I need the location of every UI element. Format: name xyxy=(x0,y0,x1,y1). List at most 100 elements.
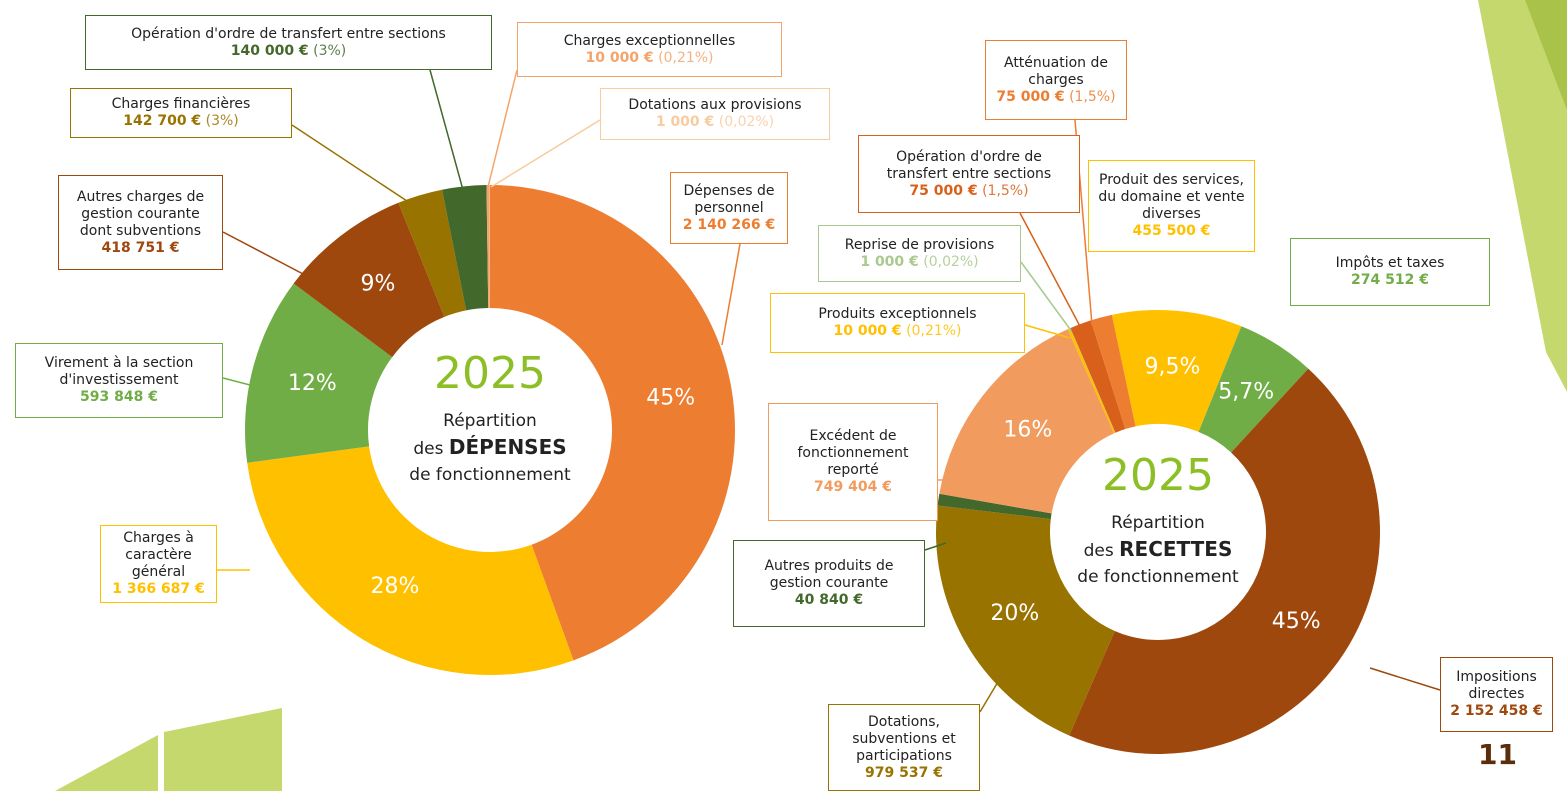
slice xyxy=(1070,320,1126,433)
amount: 140 000 € xyxy=(230,42,309,59)
leader-line xyxy=(222,231,306,276)
percent-label: (0,02%) xyxy=(718,114,775,130)
amount: 593 848 € xyxy=(80,389,158,405)
amount: 455 500 € xyxy=(1132,223,1211,239)
amount: 40 840 € xyxy=(794,592,864,608)
amount-line: 75 000 € (1,5%) xyxy=(996,89,1115,106)
amount: 1 366 687 € xyxy=(112,581,205,597)
amount: 75 000 € xyxy=(909,182,978,199)
amount-line: 749 404 € xyxy=(814,479,892,496)
leader-line xyxy=(429,69,464,191)
label-box: Autres produits de gestion courante 40 84… xyxy=(733,540,925,627)
page-number: 11 xyxy=(1478,738,1517,771)
label-box: Virement à la section d'investissement 59… xyxy=(15,343,223,418)
leader-line xyxy=(1019,212,1083,331)
category-name: Charges exceptionnelles xyxy=(563,32,736,49)
slice xyxy=(1069,368,1380,754)
slice xyxy=(245,283,393,463)
category-name: Excédent de fonctionnement reporté xyxy=(797,428,909,478)
label-box: Produits exceptionnels 10 000 € (0,21%) xyxy=(770,293,1025,353)
amount-line: 2 140 266 € xyxy=(683,217,776,234)
label-box: Reprise de provisions 1 000 € (0,02%) xyxy=(818,225,1021,282)
center-suffix: de fonctionnement xyxy=(409,465,571,485)
category-name: Charges financières xyxy=(111,96,251,112)
category-name: Opération d'ordre de transfert entre sec… xyxy=(886,148,1052,182)
amount-line: 1 000 € (0,02%) xyxy=(860,254,978,271)
label-box: Charges à caractère général 1 366 687 € xyxy=(100,525,217,603)
amount-line: 10 000 € (0,21%) xyxy=(833,323,961,340)
amount-line: 142 700 € (3%) xyxy=(123,113,239,130)
percent-label: (1,5%) xyxy=(1069,88,1116,105)
percent-label: 12% xyxy=(288,371,337,396)
slice xyxy=(936,505,1115,736)
label-box: Impositions directes 2 152 458 € xyxy=(1440,657,1553,732)
category-name: Dotations aux provisions xyxy=(628,97,802,113)
leader-line xyxy=(1024,324,1071,339)
amount-line: 40 840 € xyxy=(795,592,863,609)
percent-label: (0,21%) xyxy=(658,49,714,66)
label-box: Excédent de fonctionnement reporté 749 40… xyxy=(768,403,938,521)
slice xyxy=(293,202,445,358)
decor xyxy=(164,708,282,791)
decor xyxy=(1525,0,1567,110)
leader-line xyxy=(222,377,251,386)
percent-label: (0,21%) xyxy=(906,323,962,339)
category-name: Dépenses de personnel xyxy=(683,182,775,216)
slice xyxy=(937,493,1052,520)
slice xyxy=(1067,328,1116,434)
category-name: Reprise de provisions xyxy=(844,236,995,253)
leader-line xyxy=(721,243,741,346)
amount-line: 75 000 € (1,5%) xyxy=(909,183,1028,200)
category-name: Autres charges de gestion courante dont … xyxy=(76,188,205,239)
decor xyxy=(1478,0,1567,392)
slice xyxy=(442,185,489,311)
slice xyxy=(490,185,735,661)
category-name: Produit des services, du domaine et vent… xyxy=(1098,172,1245,222)
amount: 979 537 € xyxy=(865,764,943,781)
percent-label: 45% xyxy=(646,385,695,410)
amount: 2 140 266 € xyxy=(682,216,776,233)
amount-line: 1 366 687 € xyxy=(112,581,205,598)
amount-line: 418 751 € xyxy=(102,240,180,257)
amount: 418 751 € xyxy=(101,239,180,256)
category-name: Produits exceptionnels xyxy=(818,306,977,322)
category-name: Virement à la section d'investissement xyxy=(44,355,194,388)
label-box: Opération d'ordre de transfert entre sec… xyxy=(85,15,492,70)
label-box: Dépenses de personnel 2 140 266 € xyxy=(670,172,788,244)
label-box: Produit des services, du domaine et vent… xyxy=(1088,160,1255,252)
category-name: Dotations, subventions et participations xyxy=(852,713,956,764)
slice xyxy=(1198,326,1309,453)
center-year: 2025 xyxy=(434,348,546,399)
center-prefix: des xyxy=(413,439,443,459)
amount-line: 455 500 € xyxy=(1133,223,1211,240)
amount-line: 2 152 458 € xyxy=(1450,703,1543,720)
percent-label: 5,7% xyxy=(1218,380,1274,405)
slice xyxy=(247,446,574,675)
decor xyxy=(55,735,158,791)
amount-line: 1 000 € (0,02%) xyxy=(656,114,774,131)
leader-line xyxy=(979,644,1021,713)
leader-line xyxy=(1020,261,1076,337)
percent-label: (0,02%) xyxy=(923,253,979,270)
center-suffix: de fonctionnement xyxy=(1077,567,1239,587)
center-text: Répartition xyxy=(1111,513,1205,533)
percent-label: 28% xyxy=(371,574,420,599)
slice xyxy=(486,185,490,309)
amount: 1 000 € xyxy=(860,253,919,270)
center-line: des Recettes xyxy=(1084,537,1233,561)
label-box: Opération d'ordre de transfert entre sec… xyxy=(858,135,1080,213)
amount: 2 152 458 € xyxy=(1450,703,1543,719)
category-name: Atténuation de charges xyxy=(1003,54,1108,88)
label-box: Charges financières 142 700 € (3%) xyxy=(70,88,292,138)
label-box: Dotations aux provisions 1 000 € (0,02%) xyxy=(600,88,830,140)
percent-label: (3%) xyxy=(205,113,239,129)
amount-line: 140 000 € (3%) xyxy=(231,43,347,60)
category-name: Impôts et taxes xyxy=(1335,255,1445,271)
leader-line xyxy=(487,69,518,188)
slice xyxy=(1070,327,1116,433)
slice xyxy=(1111,310,1242,432)
center-hole xyxy=(369,309,611,551)
slice xyxy=(398,189,467,317)
